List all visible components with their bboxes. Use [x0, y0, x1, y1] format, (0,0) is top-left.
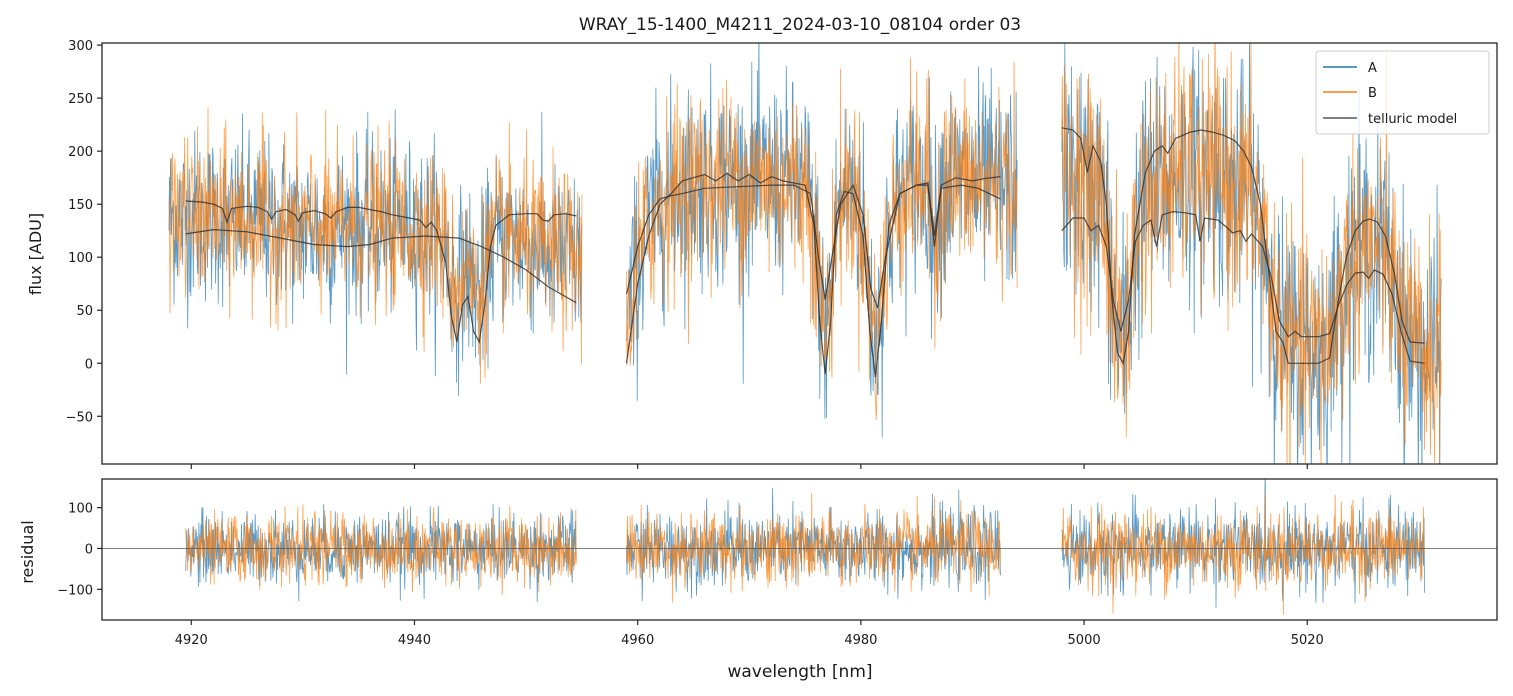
- series-b-line: [168, 43, 1442, 464]
- x-tick-label: 4920: [175, 633, 208, 648]
- y-tick-label: 150: [68, 198, 93, 213]
- x-tick-label: 4940: [398, 633, 431, 648]
- y-tick-label: −50: [66, 410, 93, 425]
- legend-label-b: B: [1368, 86, 1377, 101]
- telluric-model-line: [185, 228, 577, 304]
- y-tick-label: 250: [68, 92, 93, 107]
- top-plot-area: [168, 43, 1442, 464]
- telluric-model-line: [1061, 127, 1425, 366]
- bottom-plot-area: [102, 479, 1497, 615]
- top-y-ticks: −50 0 50 100 150 200 250 300: [66, 39, 102, 425]
- y-tick-label: 100: [68, 251, 93, 266]
- top-panel: −50 0 50 100 150 200 250 300 flux [ADU] A B tel…: [26, 39, 1498, 469]
- telluric-model-line: [625, 183, 1001, 309]
- y-tick-label: 0: [85, 357, 93, 372]
- legend-label-telluric: telluric model: [1368, 112, 1457, 127]
- top-y-label: flux [ADU]: [26, 213, 45, 295]
- residual-b-line: [185, 492, 1425, 615]
- x-tick-label: 5020: [1291, 633, 1324, 648]
- telluric-model-line: [185, 200, 577, 344]
- telluric-model-line: [625, 172, 1001, 378]
- figure-title: WRAY_15-1400_M4211_2024-03-10_08104 orde…: [579, 15, 1021, 35]
- legend-label-a: A: [1368, 61, 1377, 76]
- y-tick-label: 300: [68, 39, 93, 54]
- x-axis-label: wavelength [nm]: [727, 662, 872, 682]
- bottom-x-ticks: 4920 4940 4960 4980 5000 5020: [175, 620, 1324, 648]
- y-tick-label: −100: [57, 583, 93, 598]
- telluric-model-line: [1061, 210, 1425, 364]
- bottom-y-label: residual: [18, 520, 37, 583]
- x-tick-label: 5000: [1068, 633, 1101, 648]
- bottom-axes-frame: [101, 478, 1498, 621]
- top-axes-frame: [101, 42, 1498, 465]
- bottom-panel: −100 0 100 4920 4940 4960 4980 5000 5020 residu…: [18, 478, 1498, 682]
- bottom-y-ticks: −100 0 100: [57, 502, 102, 598]
- y-tick-label: 0: [85, 542, 93, 557]
- legend: A B telluric model: [1315, 50, 1490, 135]
- x-tick-label: 4980: [844, 633, 877, 648]
- x-tick-label: 4960: [621, 633, 654, 648]
- top-x-ticks: [190, 464, 1308, 469]
- y-tick-label: 200: [68, 145, 93, 160]
- y-tick-label: 100: [68, 502, 93, 517]
- legend-box: [1315, 50, 1490, 135]
- y-tick-label: 50: [76, 304, 93, 319]
